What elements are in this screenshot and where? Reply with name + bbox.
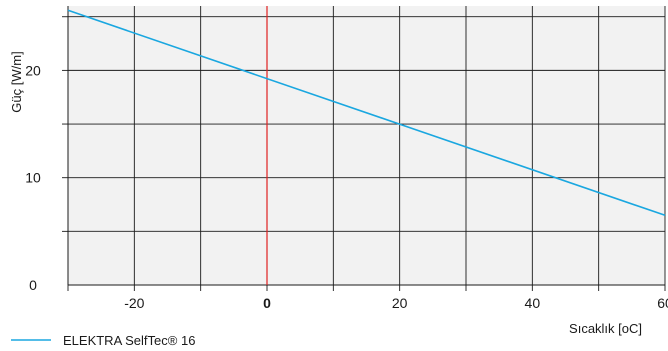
x-tick-labels: -20 0 20 40 60 bbox=[124, 295, 668, 311]
y-tick-label: 10 bbox=[25, 170, 41, 186]
x-tick-label: -20 bbox=[124, 295, 144, 311]
x-tick-label: 40 bbox=[525, 295, 541, 311]
legend-series-suffix: ® 16 bbox=[168, 333, 196, 348]
plot-area bbox=[68, 6, 665, 285]
series-lines bbox=[67, 9, 666, 217]
grid-lines bbox=[62, 6, 666, 291]
legend-series-name: ELEKTRA SelfTec bbox=[63, 333, 168, 348]
legend-entry-label: ELEKTRA SelfTec® 16 bbox=[63, 333, 195, 348]
y-axis-label: Güç [W/m] bbox=[9, 51, 24, 112]
x-tick-label: 60 bbox=[657, 295, 668, 311]
y-tick-label: 0 bbox=[29, 277, 37, 293]
x-tick-label: 20 bbox=[392, 295, 408, 311]
x-axis-label: Sıcaklık [oC] bbox=[569, 321, 642, 336]
x-tick-label: 0 bbox=[263, 295, 271, 311]
y-tick-label: 20 bbox=[25, 62, 41, 78]
series-line bbox=[67, 9, 666, 217]
legend: ELEKTRA SelfTec® 16 bbox=[11, 333, 195, 348]
y-tick-labels: 0 10 20 bbox=[25, 62, 41, 293]
